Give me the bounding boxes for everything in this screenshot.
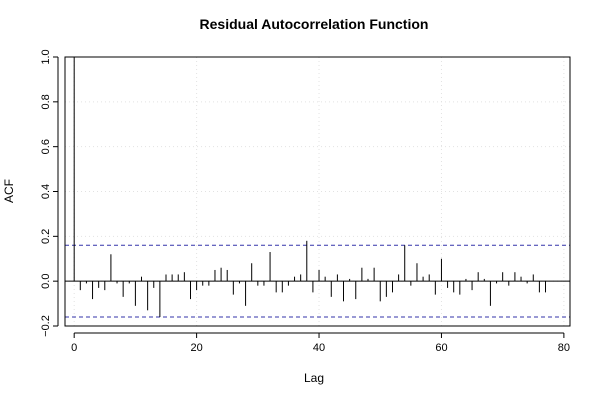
x-tick-label: 0 <box>71 342 77 354</box>
y-axis-label: ACF <box>2 179 16 203</box>
x-tick-label: 60 <box>435 342 447 354</box>
y-tick-label: 0.2 <box>40 229 52 244</box>
x-tick-label: 20 <box>190 342 202 354</box>
chart-title: Residual Autocorrelation Function <box>200 16 429 32</box>
grid <box>65 56 570 327</box>
x-tick-label: 80 <box>558 342 570 354</box>
acf-bars <box>73 57 547 318</box>
x-axis: 0 20 40 60 80 <box>71 332 570 354</box>
plot-frame <box>64 56 571 327</box>
confidence-bounds <box>65 244 570 318</box>
y-tick-label: 0.4 <box>40 184 52 199</box>
x-tick-label: 40 <box>313 342 325 354</box>
y-tick-label: 0.0 <box>40 274 52 289</box>
y-tick-label: 0.6 <box>40 139 52 154</box>
y-axis: −0.2 0.0 0.2 0.4 0.6 0.8 1.0 <box>40 49 59 337</box>
y-tick-label: 1.0 <box>40 49 52 64</box>
y-tick-label: −0.2 <box>40 315 52 337</box>
y-tick-label: 0.8 <box>40 94 52 109</box>
x-axis-label: Lag <box>304 371 324 385</box>
